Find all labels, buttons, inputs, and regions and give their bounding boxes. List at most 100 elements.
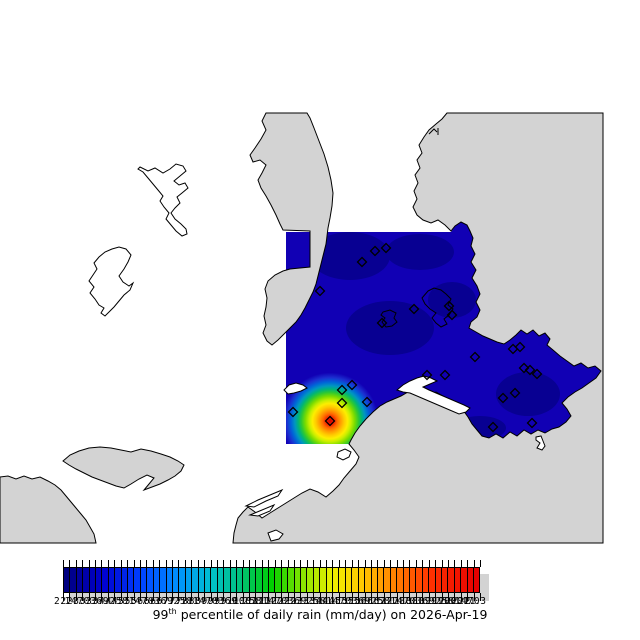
colorbar-tick-label: 12.3	[272, 596, 293, 607]
colorbar-cell	[339, 568, 346, 592]
colorbar-tick	[460, 593, 462, 601]
colorbar-tick	[409, 593, 411, 601]
contour-island-outline	[421, 287, 454, 328]
colorbar-tick	[274, 560, 276, 567]
colorbar-tick	[403, 593, 404, 601]
colorbar-tick	[159, 560, 161, 567]
station-marker	[509, 387, 521, 399]
colorbar-tick	[326, 593, 328, 601]
colorbar-caption: 99th percentile of daily rain (mm/day) o…	[0, 607, 640, 622]
colorbar-tick	[326, 560, 328, 567]
station-marker	[369, 245, 381, 257]
colorbar-tick	[281, 560, 283, 567]
colorbar-tick-label: 4.5	[105, 596, 121, 607]
colorbar-tick	[473, 593, 475, 601]
colorbar-tick-label: 17.7	[387, 596, 409, 607]
colorbar-tick	[107, 593, 109, 601]
colorbar-tick	[268, 593, 270, 601]
colorbar-cell	[256, 568, 263, 592]
colorbar-tick-label: 18.9	[413, 596, 435, 607]
colorbar-tick-label: 13.2	[291, 596, 313, 607]
colorbar-tick-label: 15.9	[349, 596, 370, 607]
colorbar-tick	[383, 593, 385, 601]
colorbar-cell	[365, 568, 372, 592]
colorbar-cell	[294, 568, 302, 592]
colorbar-tick	[75, 593, 77, 601]
colorbar-tick	[274, 593, 276, 601]
colorbar-cell	[320, 568, 327, 592]
colorbar-cell	[262, 568, 269, 592]
colorbar-cell	[102, 568, 109, 592]
colorbar-tick-label: 4.2	[98, 596, 115, 607]
colorbar-tick-label: 17.1	[374, 596, 396, 607]
land-island-south	[62, 446, 185, 492]
colorbar-tick	[223, 560, 225, 567]
colorbar-tick-label: 19.5	[426, 596, 447, 607]
colorbar-tick	[396, 593, 398, 601]
colorbar-ticks-top	[63, 560, 481, 567]
colorbar-tick-label: 15.0	[329, 596, 351, 607]
colorbar-tick	[210, 560, 212, 567]
colorbar-tick	[261, 560, 263, 567]
colorbar-cell	[390, 568, 398, 592]
colorbar-cell	[166, 568, 173, 592]
station-marker	[408, 303, 420, 315]
colorbar-cell	[358, 568, 366, 592]
coastal-islet-east	[535, 435, 546, 451]
colorbar-cell	[333, 568, 340, 592]
colorbar-tick	[236, 560, 238, 567]
colorbar-tick	[351, 560, 353, 567]
basin-lake-sliver	[283, 382, 308, 395]
colorbar-cell	[409, 568, 417, 592]
colorbar-cell	[422, 568, 430, 592]
colorbar-tick	[204, 560, 206, 567]
colorbar-tick	[152, 560, 154, 567]
colorbar-tick	[101, 560, 103, 567]
colorbar-cell	[275, 568, 282, 592]
colorbar-tick	[197, 593, 199, 601]
colorbar-tick	[364, 593, 366, 601]
colorbar-cell	[403, 568, 410, 592]
colorbar-tick	[152, 593, 154, 601]
contour-shade-patches	[310, 232, 560, 440]
colorbar-cell	[249, 568, 257, 592]
colorbar-tick	[480, 560, 481, 567]
colorbar-tick-label: 6.3	[143, 596, 160, 607]
inlet-finger-1	[244, 488, 284, 508]
colorbar-tick	[403, 560, 404, 567]
station-marker	[524, 364, 536, 376]
colorbar-cell	[230, 568, 237, 592]
colorbar-tick	[216, 560, 218, 567]
colorbar-tick	[428, 560, 430, 567]
land-east-block	[232, 112, 604, 544]
station-marker	[361, 396, 373, 408]
colorbar-cell	[371, 568, 378, 592]
colorbar-tick-label: 9.3	[207, 596, 224, 607]
coastal-islet-west	[336, 448, 352, 461]
colorbar-tick	[114, 593, 116, 601]
colorbar-tick-label: 10.8	[240, 596, 261, 607]
colorbar-cell	[397, 568, 404, 592]
colorbar-tick-label: 6.9	[156, 596, 173, 607]
colorbar-cell	[147, 568, 154, 592]
colorbar-cell	[160, 568, 167, 592]
colorbar-cell	[108, 568, 116, 592]
colorbar-tick	[460, 560, 462, 567]
colorbar-tick-label: 6.6	[150, 596, 166, 607]
station-marker	[314, 285, 326, 297]
colorbar-tick	[88, 593, 90, 601]
colorbar-tick-label: 6.0	[137, 596, 154, 607]
colorbar-cell	[313, 568, 321, 592]
colorbar-ticks-bottom	[63, 593, 481, 601]
colorbar-tick-label: 20.4	[445, 596, 467, 607]
colorbar-cell	[211, 568, 218, 592]
colorbar-tick	[261, 593, 263, 601]
colorbar-tick-label: 11.4	[252, 596, 274, 607]
colorbar-tick-label: 15.6	[342, 596, 364, 607]
lake-outline-south	[88, 246, 135, 317]
colorbar-tick	[396, 560, 398, 567]
colorbar-tick	[184, 560, 186, 567]
colorbar-tick	[306, 593, 308, 601]
colorbar-tick-label: 7.8	[175, 596, 192, 607]
colorbar-tick-label: 3.0	[73, 596, 89, 607]
